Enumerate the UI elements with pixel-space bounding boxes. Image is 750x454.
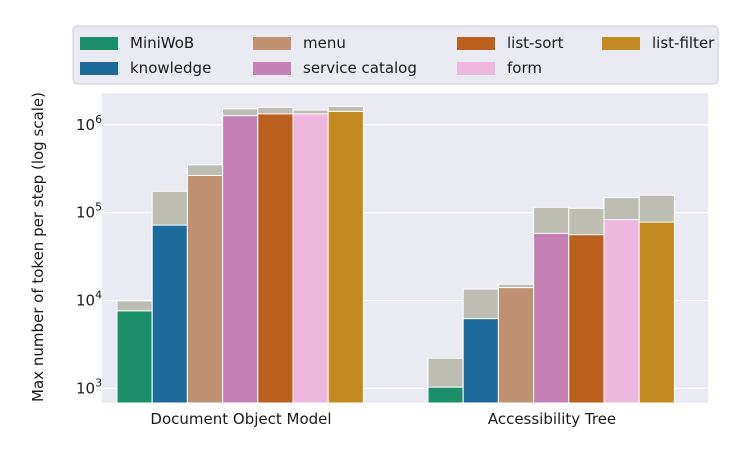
legend-swatch (253, 62, 291, 75)
legend: MiniWoB knowledge menu service catalog list-… (72, 25, 719, 85)
legend-swatch (602, 37, 640, 50)
bar (638, 221, 675, 404)
bar (462, 318, 499, 404)
y-tick-label: 104 (76, 288, 102, 309)
legend-box (72, 25, 719, 85)
bar (533, 232, 570, 404)
legend-swatch (253, 37, 291, 50)
legend-label: form (507, 59, 542, 77)
legend-label: MiniWoB (130, 34, 194, 52)
legend-label: knowledge (130, 59, 211, 77)
bar (257, 113, 294, 404)
y-tick-label: 105 (76, 201, 102, 222)
legend-label: list-sort (507, 34, 564, 52)
bar (497, 287, 535, 404)
bar (116, 310, 153, 404)
y-tick-labels: 103 104 105 106 (76, 113, 102, 398)
legend-label: list-filter (652, 34, 715, 52)
bar (292, 113, 329, 404)
y-tick-label: 103 (76, 376, 102, 397)
category-label-1: Accessibility Tree (488, 410, 616, 428)
bar (151, 224, 188, 404)
legend-swatch (80, 62, 118, 75)
y-axis-title: Max number of token per step (log scale) (29, 92, 47, 402)
legend-swatch (80, 37, 118, 50)
legend-label: menu (303, 34, 346, 52)
bar (222, 115, 259, 404)
legend-label: service catalog (303, 59, 417, 77)
bar (568, 234, 605, 404)
category-labels: Document Object Model Accessibility Tree (150, 410, 616, 428)
category-label-0: Document Object Model (150, 410, 331, 428)
bar (427, 386, 464, 404)
bar (186, 174, 224, 404)
y-tick-label: 106 (76, 113, 102, 134)
bar (603, 219, 640, 404)
bars-group (116, 105, 675, 404)
legend-swatch (457, 62, 495, 75)
bar (327, 110, 364, 404)
legend-swatch (457, 37, 495, 50)
